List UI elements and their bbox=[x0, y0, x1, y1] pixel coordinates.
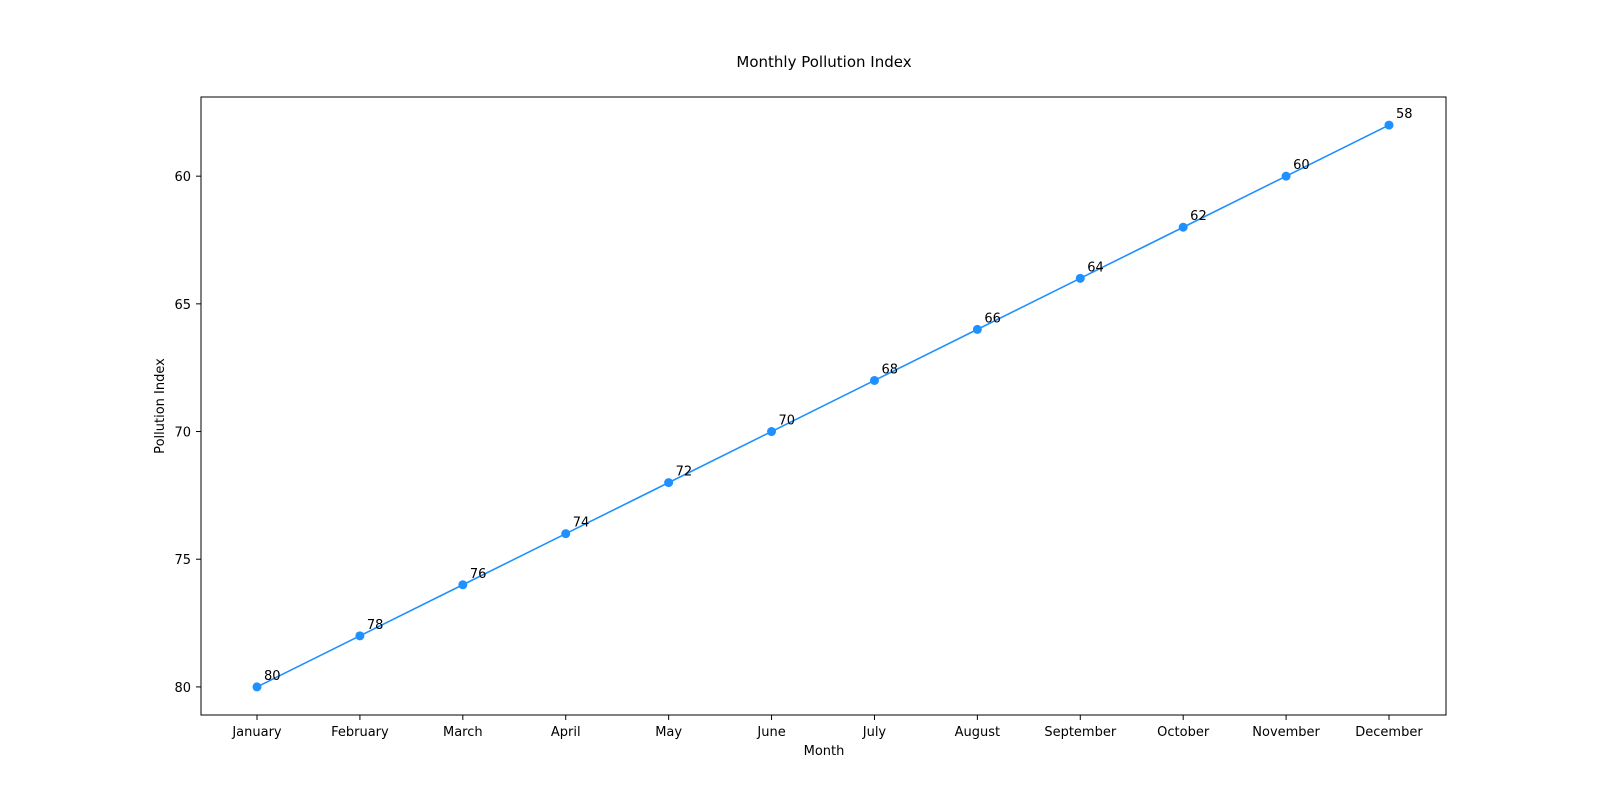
data-point bbox=[972, 324, 982, 334]
data-point bbox=[869, 375, 879, 385]
y-tick-label: 80 bbox=[174, 681, 191, 696]
plot-area: January February March April May June July Augu… bbox=[174, 96, 1447, 740]
x-tick-label: December bbox=[1355, 725, 1423, 740]
x-tick-label: March bbox=[443, 725, 483, 740]
data-label: 80 bbox=[264, 669, 281, 684]
x-tick-label: August bbox=[955, 725, 1001, 740]
data-label: 70 bbox=[779, 414, 796, 429]
data-label: 78 bbox=[367, 618, 384, 633]
data-label: 58 bbox=[1396, 107, 1413, 122]
data-label: 74 bbox=[573, 516, 590, 531]
x-tick-label: April bbox=[551, 725, 581, 740]
data-point bbox=[1075, 273, 1085, 283]
data-point bbox=[458, 580, 468, 590]
data-label: 60 bbox=[1293, 158, 1310, 173]
x-tick-label: February bbox=[331, 725, 389, 740]
y-tick-label: 75 bbox=[174, 553, 191, 568]
data-label: 62 bbox=[1190, 209, 1207, 224]
data-label: 76 bbox=[470, 567, 487, 582]
data-point bbox=[355, 631, 365, 641]
data-point bbox=[664, 478, 674, 488]
data-point bbox=[561, 529, 571, 539]
y-tick-label: 65 bbox=[174, 298, 191, 313]
data-point bbox=[1281, 171, 1291, 181]
y-tick-label: 70 bbox=[174, 426, 191, 441]
x-tick-label: September bbox=[1044, 725, 1117, 740]
y-tick-label: 60 bbox=[174, 170, 191, 185]
y-axis-label: Pollution Index bbox=[153, 358, 168, 454]
data-point bbox=[252, 682, 262, 692]
data-label: 64 bbox=[1087, 260, 1104, 275]
plot-frame bbox=[200, 96, 1447, 716]
x-axis-label: Month bbox=[804, 744, 845, 759]
x-tick-label: July bbox=[862, 725, 887, 740]
chart-title: Monthly Pollution Index bbox=[736, 53, 911, 71]
x-tick-label: June bbox=[756, 725, 785, 740]
x-tick-label: January bbox=[231, 725, 282, 740]
data-point bbox=[1178, 222, 1188, 232]
x-tick-label: November bbox=[1252, 725, 1320, 740]
series-line bbox=[256, 124, 1390, 688]
data-label: 72 bbox=[676, 465, 693, 480]
x-tick-label: October bbox=[1157, 725, 1210, 740]
data-label: 66 bbox=[984, 311, 1001, 326]
data-point bbox=[1384, 120, 1394, 130]
data-point bbox=[767, 427, 777, 437]
data-label: 68 bbox=[881, 362, 898, 377]
x-tick-label: May bbox=[655, 725, 682, 740]
